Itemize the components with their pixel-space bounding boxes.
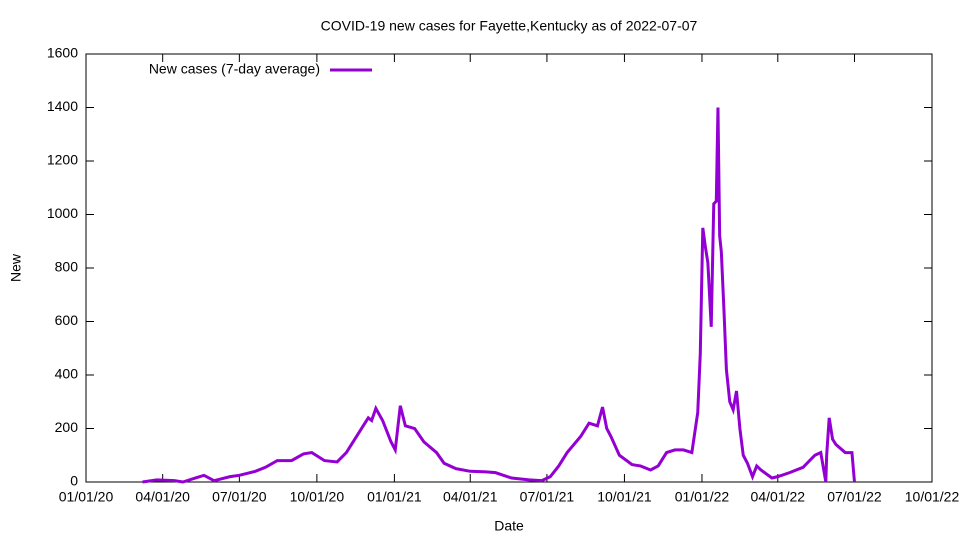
x-axis-label: Date (494, 518, 524, 534)
y-tick-label: 1200 (47, 152, 78, 168)
y-axis-label: New (8, 253, 24, 282)
y-tick-label: 600 (55, 312, 79, 328)
x-tick-label: 01/01/22 (675, 489, 730, 505)
y-tick-label: 1600 (47, 45, 78, 61)
y-tick-label: 0 (70, 473, 78, 489)
x-tick-label: 07/01/22 (827, 489, 882, 505)
y-tick-label: 800 (55, 259, 79, 275)
y-tick-label: 200 (55, 419, 79, 435)
legend-label: New cases (7-day average) (149, 61, 320, 77)
x-tick-label: 04/01/20 (135, 489, 190, 505)
x-tick-label: 04/01/22 (751, 489, 806, 505)
data-line (142, 107, 856, 484)
x-tick-label: 10/01/21 (597, 489, 652, 505)
x-tick-label: 10/01/22 (905, 489, 960, 505)
y-tick-label: 1000 (47, 205, 78, 221)
chart-title: COVID-19 new cases for Fayette,Kentucky … (321, 18, 698, 34)
x-tick-label: 04/01/21 (443, 489, 498, 505)
plot-frame (85, 53, 933, 483)
x-tick-label: 01/01/21 (367, 489, 422, 505)
x-tick-label: 01/01/20 (59, 489, 114, 505)
y-tick-label: 1400 (47, 98, 78, 114)
y-tick-label: 400 (55, 366, 79, 382)
x-tick-label: 07/01/20 (212, 489, 267, 505)
x-tick-label: 07/01/21 (520, 489, 575, 505)
x-tick-label: 10/01/20 (290, 489, 345, 505)
